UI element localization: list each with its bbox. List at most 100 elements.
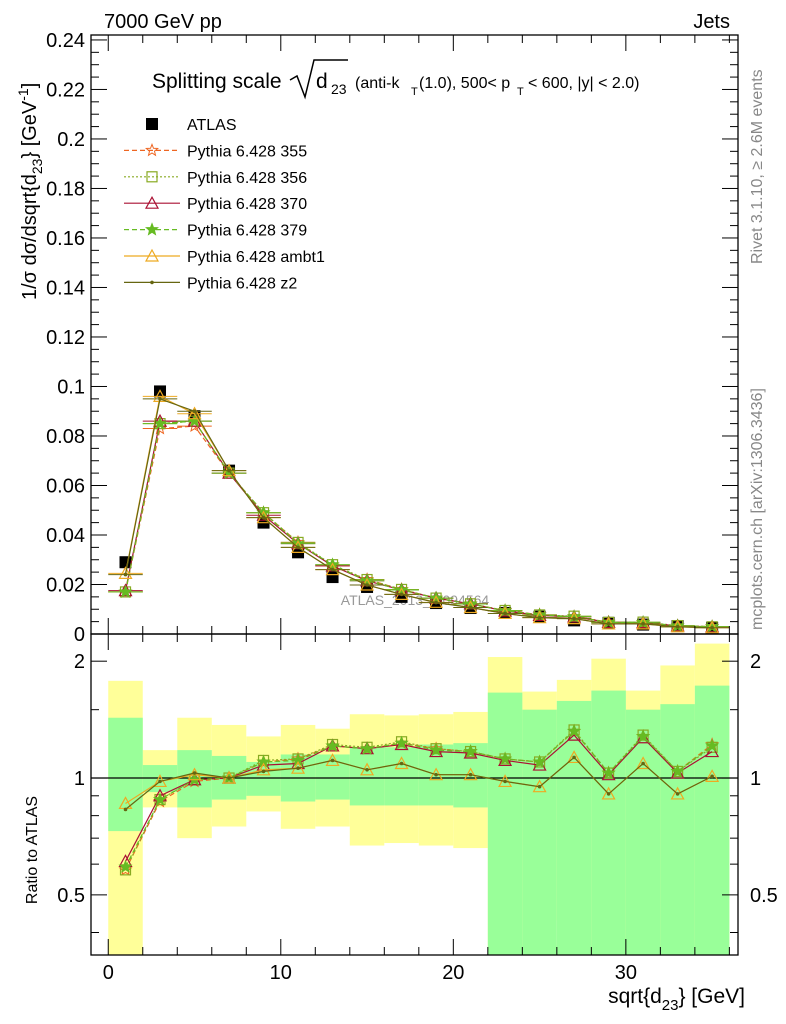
band-inner [487,692,523,955]
legend-marker-p379 [145,222,159,236]
ratio-point-z2 [710,774,714,779]
ratio-point-ambt1 [601,786,616,800]
legend-marker-data [146,118,158,130]
title-sub: 23 [331,81,347,97]
point-ambt1 [118,566,133,579]
main-ytick-label: 0.02 [46,574,85,596]
ratio-axes: 0.5 0.51 12 20 10 20 30 [57,633,778,984]
legend-label-p370: Pythia 6.428 370 [187,196,307,213]
ratio-point-ambt1 [670,786,685,800]
point-ambt1 [222,463,237,477]
ratio-line-z2 [125,756,713,810]
legend-marker-p355 [145,143,159,157]
main-ytick-label: 0.2 [57,129,85,151]
legend-marker-z2 [150,280,154,285]
analysis-watermark: ATLAS_2013_I1094564 [341,592,490,608]
ratio-point-p379 [325,738,340,752]
point-z2 [192,409,197,414]
main-ytick-label: 0.1 [57,376,85,398]
ratio-point-ambt1 [705,769,720,782]
legend-label-p355: Pythia 6.428 355 [187,143,307,160]
ratio-point-p379 [359,741,375,755]
xtick-label: 20 [442,962,464,984]
main-ytick-label: 0.18 [46,178,85,200]
ratio-point-p355 [118,862,133,876]
ratio-point-z2 [468,772,473,777]
ratio-point-z2 [606,792,611,796]
ratio-point-p379 [118,859,133,873]
ratio-line-p379 [124,730,713,868]
xtick-label: 30 [615,962,637,984]
ratio-point-p379 [601,765,616,780]
point-z2 [468,605,473,610]
ratio-ytick-label: 0.5 [57,885,85,907]
header-left: 7000 GeV pp [104,11,222,33]
point-z2 [503,611,507,616]
x-axis-label: sqrt{d23} [GeV] [608,985,745,1014]
ratio-point-ambt1 [394,756,409,770]
ratio-point-p379 [636,729,651,743]
ratio-point-z2 [434,772,438,777]
ratio-point-ambt1 [636,756,651,770]
main-ytick-label: 0.12 [46,327,85,349]
band-inner [522,709,557,955]
xtick-label: 10 [270,962,292,984]
ratio-point-p379 [394,735,409,750]
point-z2 [572,616,576,621]
ratio-point-z2 [399,761,404,766]
ratio-point-p379 [567,723,582,738]
title-prefix: Splitting scale [152,70,282,93]
ratio-point-z2 [641,761,645,766]
point-data [326,571,339,584]
main-y-axis-label: 1/σ dσ/dsqrt{d23} [GeV-1] [15,83,45,300]
point-z2 [296,545,300,550]
main-ytick-label: 0.06 [46,475,85,497]
point-z2 [675,625,680,629]
ratio-point-z2 [158,779,162,784]
band-inner [694,685,730,955]
ratio-ytick-label-right: 2 [750,651,761,673]
legend-label-data: ATLAS [187,117,237,134]
ratio-series-layer [118,723,720,876]
ratio-point-z2 [296,766,300,771]
ratio-point-z2 [123,807,128,812]
title-sqrt-sign [289,59,348,100]
chart-title: Splitting scale d 23 (anti-k T (1.0), 50… [152,59,640,100]
ratio-frame [90,633,739,956]
ratio-point-ambt1 [256,762,271,776]
point-z2 [365,583,369,587]
band-inner [625,709,661,955]
header-right: Jets [693,11,730,33]
ratio-point-z2 [261,769,266,774]
legend-label-z2: Pythia 6.428 z2 [187,275,297,292]
legend-marker-ambt1 [144,248,160,262]
point-z2 [641,622,645,626]
ratio-point-z2 [503,779,507,784]
band-inner [349,747,385,806]
ratio-ytick-label: 2 [74,651,85,673]
ratio-uncertainty-bands [91,643,738,955]
point-z2 [606,622,611,626]
legend-label-ambt1: Pythia 6.428 ambt1 [187,249,325,266]
main-ytick-label: 0.16 [46,228,85,250]
point-z2 [261,515,266,520]
ratio-y-axis-label: Ratio to ATLAS [24,796,41,904]
ratio-point-p379 [153,792,167,806]
main-axes: 0 0.02 0.04 0.06 0.08 0.1 0.12 0.14 0.16 0.18 0.2 0… [46,30,739,646]
point-z2 [537,615,542,620]
ratio-point-z2 [192,771,197,775]
xtick-label: 0 [103,962,114,984]
point-z2 [434,600,438,605]
point-p379 [118,584,133,598]
point-z2 [399,592,404,597]
ratio-point-z2 [537,784,542,789]
ratio-point-p379 [705,738,720,752]
main-ytick-label: 0.24 [46,30,85,52]
legend-label-p356: Pythia 6.428 356 [187,170,307,187]
point-z2 [158,397,162,401]
ratio-point-ambt1 [567,750,582,764]
main-ytick-label: 0.22 [46,79,85,101]
ratio-point-ambt1 [325,753,340,767]
ratio-ytick-label: 1 [74,768,85,790]
